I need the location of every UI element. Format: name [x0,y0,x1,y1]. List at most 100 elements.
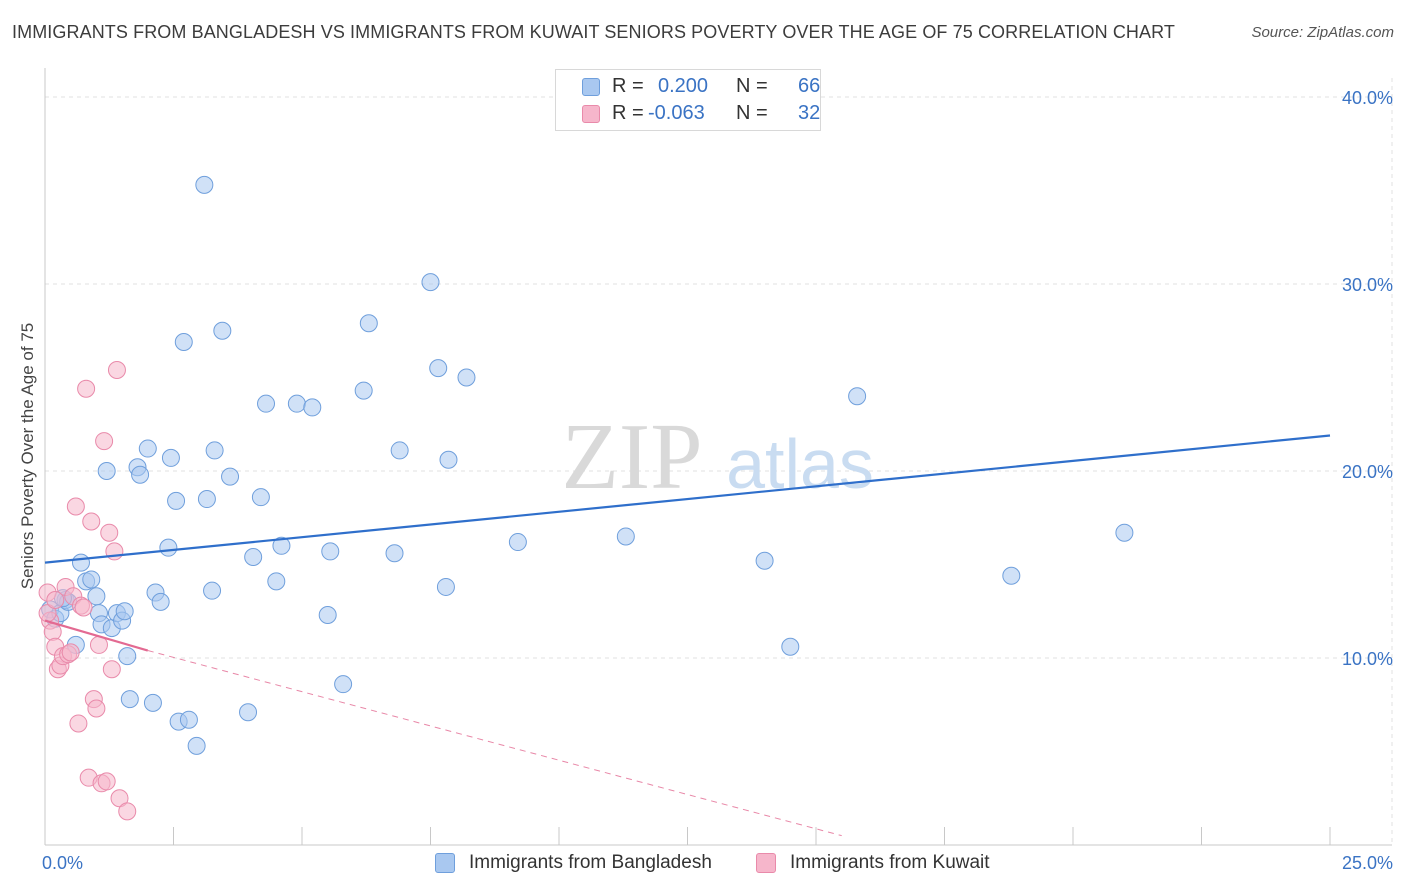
legend-label-kuwait: Immigrants from Kuwait [790,852,990,873]
bangladesh-point [429,359,448,378]
legend-swatch-blue [582,78,600,96]
legend-r-value: -0.063 [648,102,705,124]
legend-n-value: 66 [798,75,821,97]
bangladesh-point [321,542,340,561]
kuwait-point [43,622,62,641]
bangladesh-point [318,605,337,624]
bangladesh-point [303,398,322,417]
legend-r-label: R = [612,75,644,97]
bangladesh-point [205,441,224,460]
legend-n-value: 32 [798,102,821,124]
bangladesh-point [120,690,139,709]
bangladesh-point [195,175,214,194]
x-tick-label-max: 25.0% [1342,853,1393,873]
bangladesh-point [118,647,137,666]
bangladesh-trend-line [44,434,1331,564]
bangladesh-point [71,553,90,572]
bangladesh-point [221,467,240,486]
kuwait-point [46,591,65,610]
bangladesh-point [159,538,178,557]
bangladesh-point [244,548,263,567]
bangladesh-point [97,462,116,480]
bangladesh-point [848,387,867,406]
watermark-atlas: atlas [726,425,874,503]
bangladesh-point [131,465,150,484]
x-tick-label-min: 0.0% [42,853,83,873]
bangladesh-point [359,314,378,333]
bangladesh-point [267,572,286,591]
bangladesh-point [251,488,270,507]
kuwait-trend-line [44,619,149,652]
bangladesh-point [781,637,800,656]
kuwait-point [95,432,114,451]
kuwait-point [107,361,126,380]
kuwait-point [97,772,116,791]
bangladesh-point [197,490,216,509]
legend-swatch-pink [582,105,600,123]
bangladesh-point [151,592,170,611]
kuwait-point [66,497,85,516]
bangladesh-point [143,693,162,712]
bangladesh-point [161,448,180,467]
bangladesh-point [385,544,404,563]
legend-r-value: 0.200 [658,75,709,97]
bangladesh-point [287,394,306,413]
y-tick-label: 20.0% [1342,462,1393,482]
y-tick-label: 10.0% [1342,649,1393,669]
bangladesh-point [187,736,206,755]
bangladesh-point [138,439,157,458]
y-tick-label: 30.0% [1342,275,1393,295]
bangladesh-point [390,441,409,460]
bangladesh-point [213,321,232,340]
y-axis-title: Seniors Poverty Over the Age of 75 [18,323,37,589]
legend-n-label: N = [736,75,768,97]
legend-swatch-blue [435,853,455,873]
kuwait-point [74,598,93,617]
bangladesh-point [334,675,353,694]
kuwait-point [82,512,101,531]
kuwait-point [77,379,96,398]
bangladesh-point [167,491,186,510]
legend-r-label: R = [612,102,644,124]
bangladesh-point [1115,523,1134,542]
bangladesh-point [421,273,440,292]
bangladesh-point [457,368,476,387]
trend-lines [44,434,1331,837]
bangladesh-point [203,581,222,600]
gridlines [45,78,1393,845]
legend-swatch-pink [756,853,776,873]
kuwait-point [87,699,106,718]
bangladesh-point [115,602,134,621]
y-tick-label: 40.0% [1342,88,1393,108]
bangladesh-point [508,533,527,552]
watermark: ZIP atlas [562,405,874,509]
kuwait-point [69,714,88,733]
chart-title: IMMIGRANTS FROM BANGLADESH VS IMMIGRANTS… [12,22,1175,42]
stats-legend: R = 0.200 N = 66 R = -0.063 N = 32 [555,69,821,131]
legend-n-label: N = [736,102,768,124]
bangladesh-point [755,551,774,570]
bangladesh-point [439,450,458,469]
bangladesh-point [436,577,455,596]
kuwait-point [102,660,121,679]
source-label: Source: ZipAtlas.com [1251,24,1394,41]
kuwait-point [61,643,80,662]
bangladesh-point [174,332,193,351]
bangladesh-point [257,394,276,413]
bangladesh-point [616,527,635,546]
bangladesh-point [82,570,101,589]
series-legend: Immigrants from Bangladesh Immigrants fr… [0,850,1406,878]
bangladesh-point [1002,566,1021,585]
bangladesh-point [179,710,198,729]
bangladesh-point [239,703,258,722]
kuwait-point [118,802,137,821]
axes [44,68,1392,846]
kuwait-point [100,523,119,542]
data-points [38,175,1134,821]
kuwait-trend-extension [147,650,842,837]
bangladesh-point [354,381,373,400]
watermark-zip: ZIP [562,405,703,509]
bangladesh-point [272,536,291,555]
legend-label-bangladesh: Immigrants from Bangladesh [469,852,712,873]
